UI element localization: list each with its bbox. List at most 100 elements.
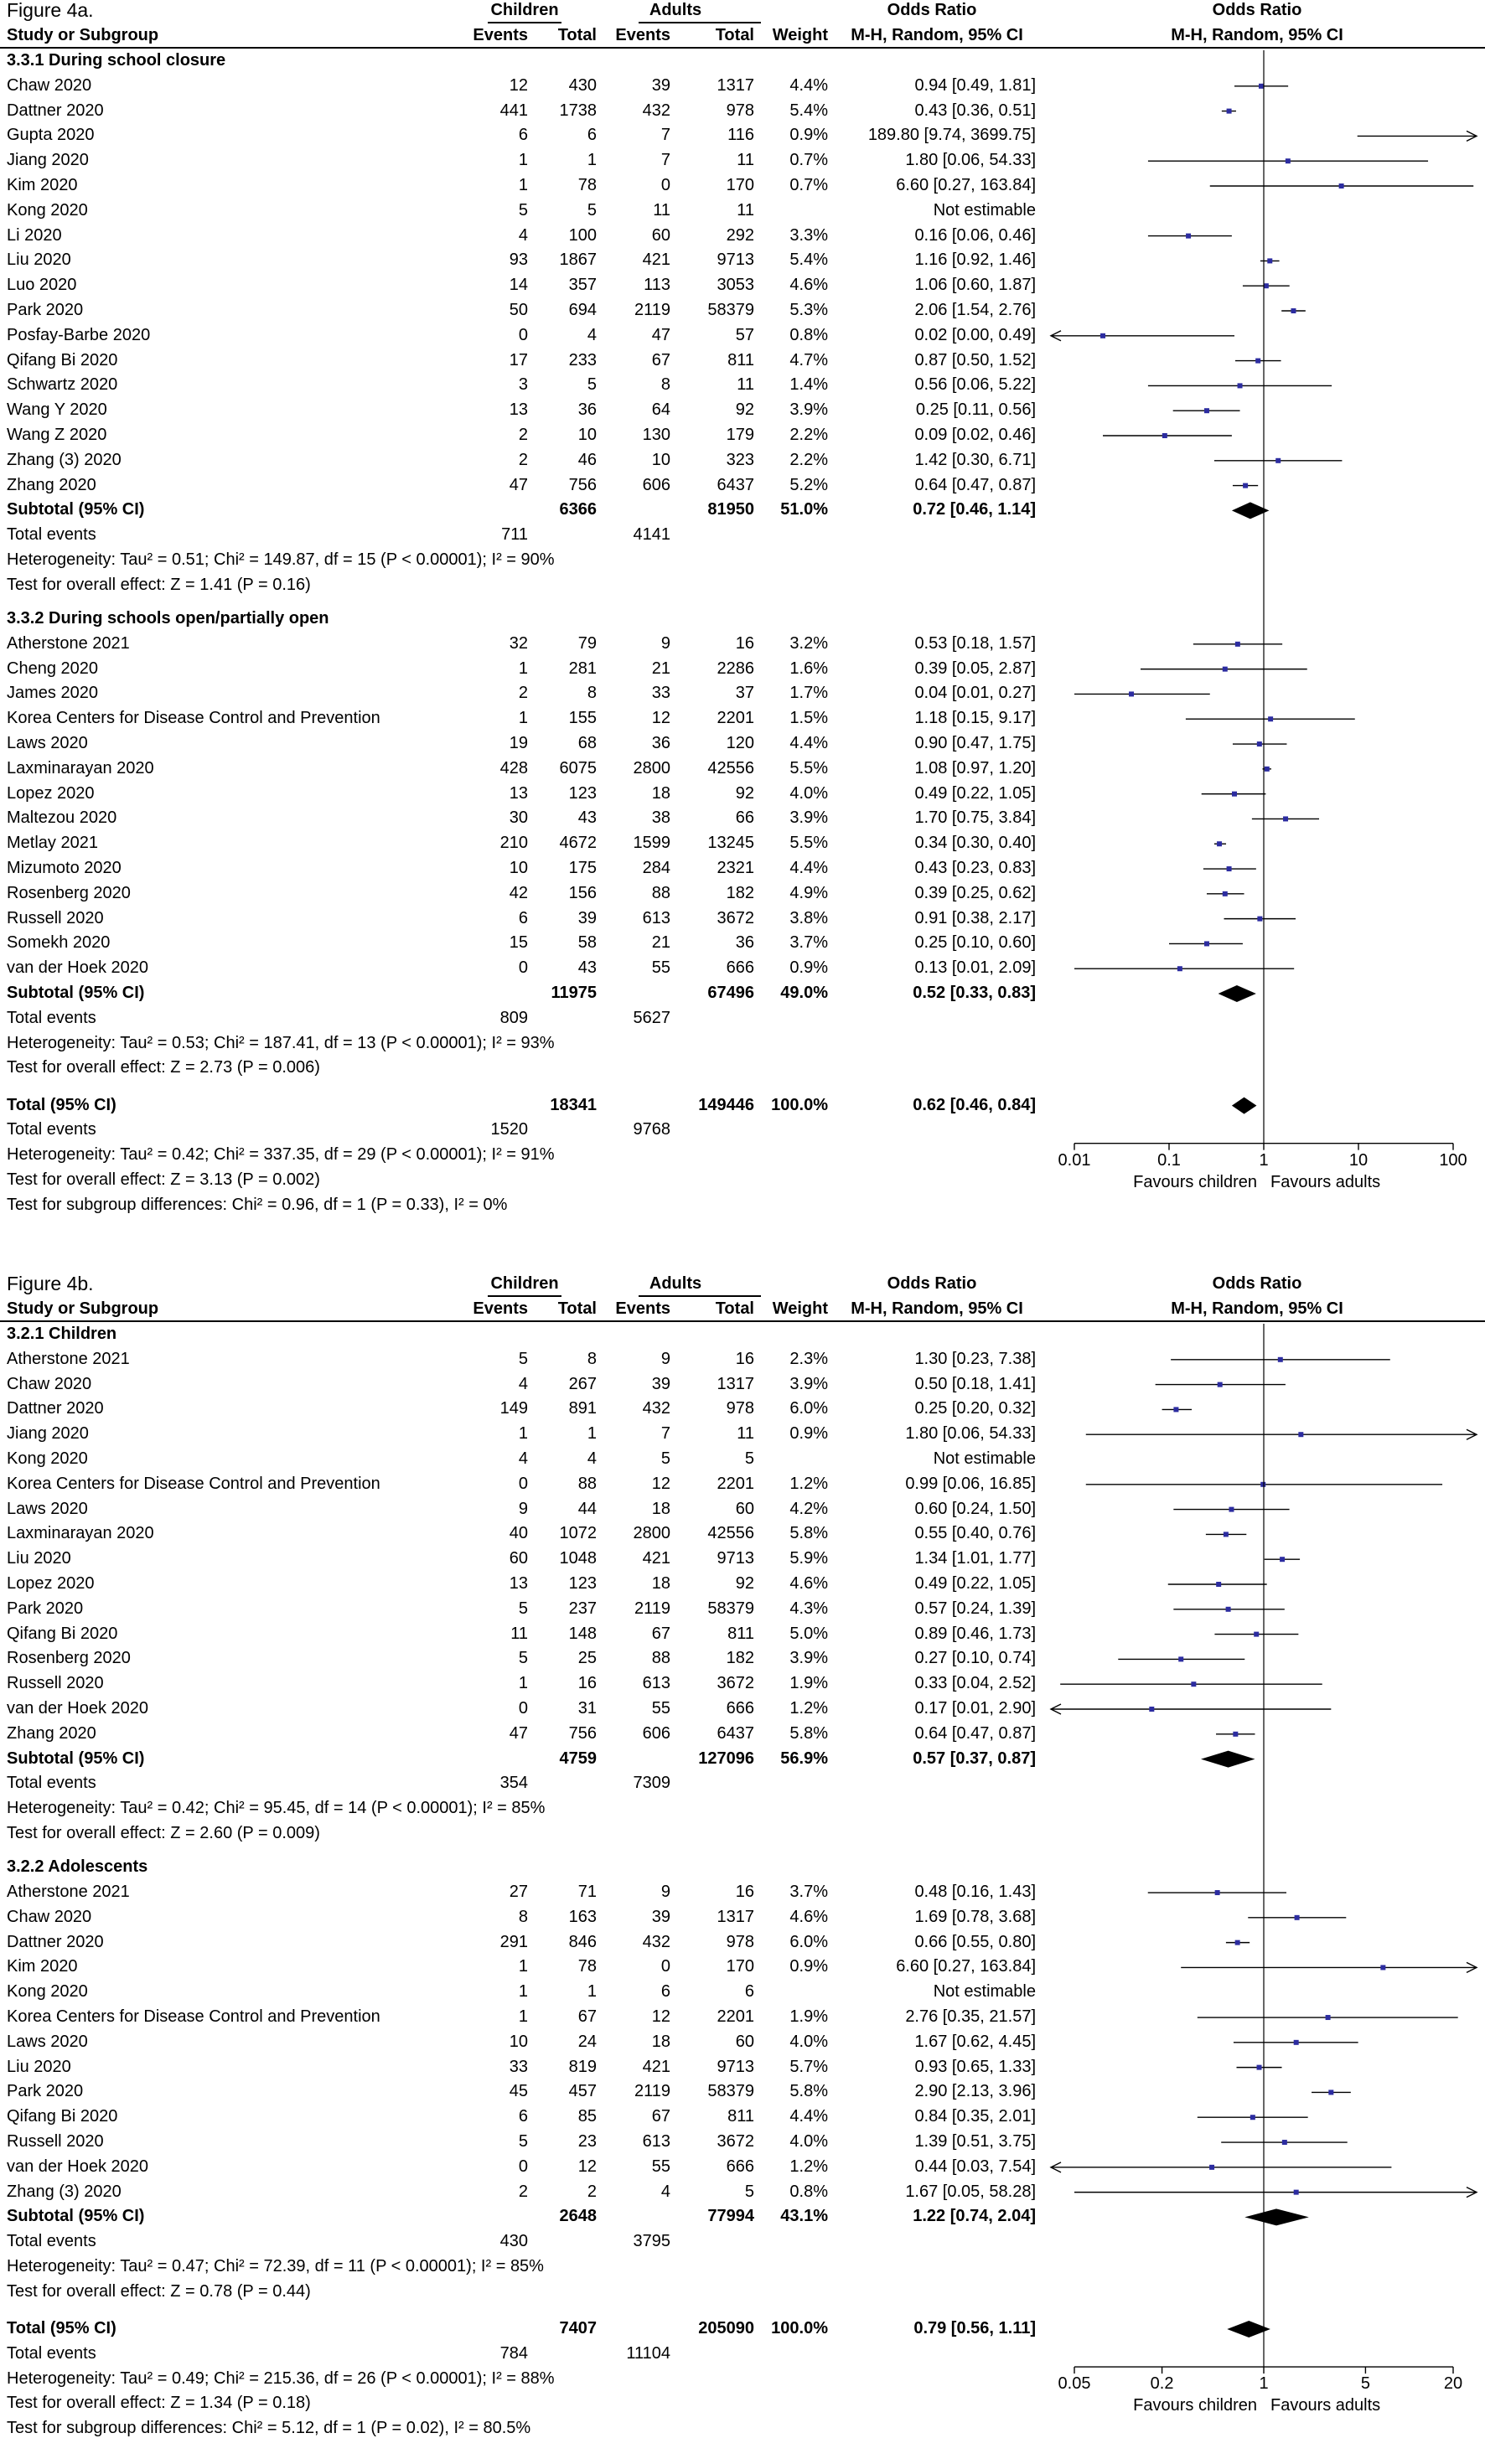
weight-value: 0.9%: [789, 1424, 828, 1444]
total-adults: 13245: [707, 834, 754, 853]
study-name: Laxminarayan 2020: [7, 758, 154, 777]
x-axis-tick-label: 0.1: [1157, 1150, 1181, 1170]
weight-value: 1.2%: [789, 1474, 828, 1493]
events-children: 6: [518, 908, 528, 927]
subtotal-total-children: 2648: [559, 2207, 598, 2226]
weight-value: 5.8%: [789, 1723, 828, 1743]
total-children: 156: [568, 883, 597, 902]
events-adults: 38: [651, 808, 670, 828]
total-adults: 666: [726, 958, 754, 978]
x-axis-tick-label: 0.01: [1058, 1150, 1091, 1170]
total-children: 12: [577, 2157, 597, 2176]
weight-value: 4.6%: [789, 1574, 828, 1593]
total-children: 4672: [559, 834, 598, 853]
footer-statistic: Test for subgroup differences: Chi² = 5.…: [7, 2419, 531, 2438]
odds-ratio-value: 0.93 [0.65, 1.33]: [914, 2057, 1036, 2076]
group-header-children: Children: [490, 1, 559, 19]
study-name: Schwartz 2020: [7, 375, 118, 395]
weight-value: 3.7%: [789, 1883, 828, 1902]
odds-ratio-value: 0.94 [0.49, 1.81]: [914, 75, 1036, 95]
events-adults: 421: [642, 1549, 670, 1568]
total-children: 43: [577, 808, 597, 828]
odds-ratio-value: 6.60 [0.27, 163.84]: [896, 176, 1036, 194]
events-children: 13: [509, 1574, 528, 1593]
events-adults: 432: [642, 101, 670, 120]
total-events-label: Total events: [7, 1120, 96, 1139]
point-estimate: [1178, 1656, 1184, 1662]
total-adults: 5: [744, 2182, 754, 2201]
study-name: Chaw 2020: [7, 1374, 92, 1393]
study-name: Zhang (3) 2020: [7, 450, 122, 469]
study-name: Atherstone 2021: [7, 633, 130, 653]
total-adults: 1317: [717, 1907, 755, 1926]
events-adults: 12: [651, 1474, 670, 1493]
study-name: Rosenberg 2020: [7, 1649, 131, 1668]
subtotal-total-adults: 67496: [707, 984, 754, 1003]
events-children: 30: [509, 808, 528, 828]
column-header-total: Total: [715, 26, 754, 44]
odds-ratio-value: 1.67 [0.05, 58.28]: [905, 2182, 1036, 2201]
odds-ratio-value: 0.25 [0.11, 0.56]: [915, 400, 1036, 420]
odds-ratio-value: 1.70 [0.75, 3.84]: [914, 808, 1036, 828]
events-adults: 18: [651, 1574, 670, 1593]
weight-value: 1.2%: [789, 1699, 828, 1718]
weight-value: 2.3%: [789, 1349, 828, 1368]
point-estimate: [1250, 2115, 1255, 2120]
plot-header: Odds Ratio: [1212, 1, 1302, 19]
events-children: 5: [518, 200, 528, 220]
ci-arrow-right: [1466, 1961, 1478, 1974]
total-adults: 2321: [717, 859, 755, 878]
odds-ratio-value: 6.60 [0.27, 163.84]: [896, 1957, 1036, 1976]
events-children: 11: [510, 1624, 528, 1643]
study-name: Qifang Bi 2020: [7, 1624, 118, 1643]
study-name: Maltezou 2020: [7, 808, 117, 828]
weight-value: 0.9%: [789, 958, 828, 978]
heterogeneity-text: Heterogeneity: Tau² = 0.51; Chi² = 149.8…: [7, 550, 555, 569]
total-children: 44: [577, 1499, 597, 1518]
odds-ratio-value: 0.53 [0.18, 1.57]: [914, 633, 1036, 653]
weight-value: 2.2%: [789, 450, 828, 469]
total-adults: 3672: [717, 1674, 755, 1693]
events-children: 14: [509, 276, 528, 295]
weight-value: 4.0%: [789, 783, 828, 803]
total-diamond: [1231, 1097, 1257, 1114]
total-events-children: 809: [499, 1008, 528, 1027]
events-adults: 55: [651, 2157, 670, 2176]
weight-value: 4.7%: [789, 350, 828, 369]
point-estimate: [1229, 1506, 1234, 1512]
total-adults: 6437: [717, 1723, 755, 1743]
total-adults: 60: [735, 1499, 754, 1518]
events-children: 6: [518, 2107, 528, 2126]
total-adults: 179: [726, 426, 754, 444]
subtotal-label: Subtotal (95% CI): [7, 984, 145, 1003]
total-events-label: Total events: [7, 2343, 96, 2363]
total-adults: 5: [744, 1449, 754, 1468]
total-adults: 3672: [717, 2132, 755, 2151]
total-children: 1: [587, 1424, 597, 1444]
point-estimate: [1177, 966, 1182, 972]
total-children: 123: [568, 783, 597, 803]
events-adults: 21: [651, 933, 670, 953]
weight-value: 3.8%: [789, 908, 828, 927]
point-estimate: [1100, 333, 1106, 338]
figure-label: Figure 4b.: [7, 1273, 94, 1294]
total-adults: 182: [726, 883, 754, 902]
odds-ratio-value: 0.16 [0.06, 0.46]: [914, 225, 1036, 245]
total-children: 1: [587, 1982, 597, 2002]
weight-value: 5.5%: [789, 758, 828, 777]
subtotal-diamond: [1231, 502, 1270, 519]
subtotal-odds-ratio: 0.72 [0.46, 1.14]: [913, 500, 1036, 519]
total-adults: 11: [737, 200, 754, 220]
subtotal-diamond: [1244, 2208, 1309, 2226]
odds-ratio-value: 0.02 [0.00, 0.49]: [914, 325, 1036, 344]
study-name: Qifang Bi 2020: [7, 350, 118, 369]
subtotal-total-adults: 127096: [698, 1749, 754, 1768]
point-estimate: [1268, 716, 1274, 722]
x-axis-tick-label: 1: [1259, 1150, 1269, 1170]
total-adults: 16: [735, 1883, 754, 1902]
study-name: Qifang Bi 2020: [7, 2107, 118, 2126]
odds-ratio-value: 0.43 [0.36, 0.51]: [914, 101, 1036, 120]
total-weight: 100.0%: [771, 2319, 828, 2338]
